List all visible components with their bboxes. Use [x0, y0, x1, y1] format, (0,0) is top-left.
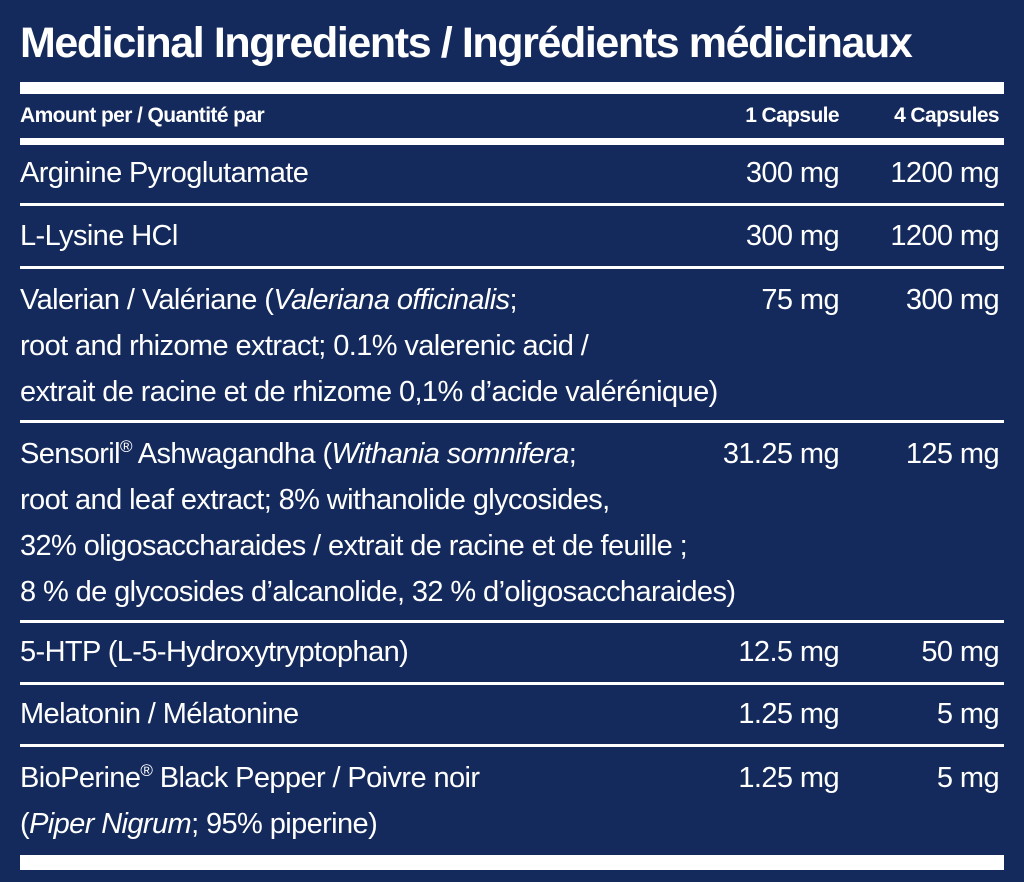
amount-per-label: Amount per / Quantité par [20, 104, 265, 127]
ingredient-row: L-Lysine HCl 300 mg 1200 mg [20, 206, 1004, 266]
amount-4-capsules: 5 mg [936, 698, 1000, 730]
ingredient-line: (Piper Nigrum; 95% piperine) [20, 808, 378, 840]
amount-1-capsule: 75 mg [761, 284, 839, 316]
row-divider [20, 420, 1004, 423]
column-header-row: Amount per / Quantité par 1 Capsule 4 Ca… [20, 94, 1004, 138]
amount-4-capsules: 125 mg [905, 438, 1000, 470]
amount-4-capsules: 50 mg [921, 636, 999, 668]
amount-1-capsule: 300 mg [745, 220, 840, 252]
ingredient-name: Sensoril® Ashwagandha (Withania somnifer… [20, 431, 840, 615]
title-divider [20, 82, 1004, 94]
panel-title: Medicinal Ingredients / Ingrédients médi… [20, 19, 913, 67]
row-divider [20, 266, 1004, 269]
row-divider [20, 203, 1004, 206]
amount-1-capsule: 1.25 mg [738, 762, 839, 794]
col-4-capsules-header: 4 Capsules [894, 104, 999, 127]
ingredient-line: extrait de racine et de rhizome 0,1% d’a… [20, 376, 718, 408]
latin-name: Piper Nigrum [29, 808, 192, 840]
ingredient-line: Valerian / Valériane (Valeriana officina… [20, 284, 518, 316]
ingredient-name: L-Lysine HCl [20, 220, 178, 252]
col-1-capsule-header: 1 Capsule [745, 104, 839, 127]
row-divider [20, 744, 1004, 747]
ingredient-name: Valerian / Valériane (Valeriana officina… [20, 277, 840, 415]
latin-name: Valeriana officinalis [273, 284, 510, 316]
ingredient-line: 32% oligosaccharaides / extrait de racin… [20, 530, 688, 562]
ingredient-name: Arginine Pyroglutamate [20, 157, 309, 189]
ingredient-name: Melatonin / Mélatonine [20, 698, 299, 730]
ingredient-line: BioPerine® Black Pepper / Poivre noir [20, 761, 480, 794]
ingredient-row: Sensoril® Ashwagandha (Withania somnifer… [20, 423, 1004, 620]
ingredient-name: 5-HTP (L-5-Hydroxytryptophan) [20, 636, 409, 668]
registered-mark: ® [119, 437, 133, 456]
latin-name: Withania somnifera [331, 438, 570, 470]
amount-1-capsule: 31.25 mg [722, 438, 840, 470]
registered-mark: ® [140, 761, 153, 780]
amount-4-capsules: 300 mg [905, 284, 1000, 316]
ingredient-row: Valerian / Valériane (Valeriana officina… [20, 269, 1004, 420]
ingredient-line: root and leaf extract; 8% withanolide gl… [20, 484, 610, 516]
amount-4-capsules: 5 mg [936, 762, 1000, 794]
ingredient-row: 5-HTP (L-5-Hydroxytryptophan) 12.5 mg 50… [20, 623, 1004, 682]
amount-4-capsules: 1200 mg [890, 220, 999, 252]
ingredient-line: root and rhizome extract; 0.1% valerenic… [20, 330, 589, 362]
row-divider [20, 620, 1004, 623]
amount-1-capsule: 12.5 mg [738, 636, 839, 668]
row-divider [20, 682, 1004, 685]
header-divider [20, 138, 1004, 145]
ingredient-name: BioPerine® Black Pepper / Poivre noir (P… [20, 755, 840, 847]
ingredient-row: Melatonin / Mélatonine 1.25 mg 5 mg [20, 685, 1004, 744]
ingredient-row: Arginine Pyroglutamate 300 mg 1200 mg [20, 145, 1004, 203]
amount-1-capsule: 1.25 mg [738, 698, 839, 730]
amount-1-capsule: 300 mg [745, 157, 840, 189]
ingredient-line: Sensoril® Ashwagandha (Withania somnifer… [20, 437, 577, 470]
ingredient-line: 8 % de glycosides d’alcanolide, 32 % d’o… [20, 576, 736, 608]
amount-4-capsules: 1200 mg [890, 157, 999, 189]
bottom-divider [20, 855, 1004, 870]
ingredient-row: BioPerine® Black Pepper / Poivre noir (P… [20, 747, 1004, 855]
